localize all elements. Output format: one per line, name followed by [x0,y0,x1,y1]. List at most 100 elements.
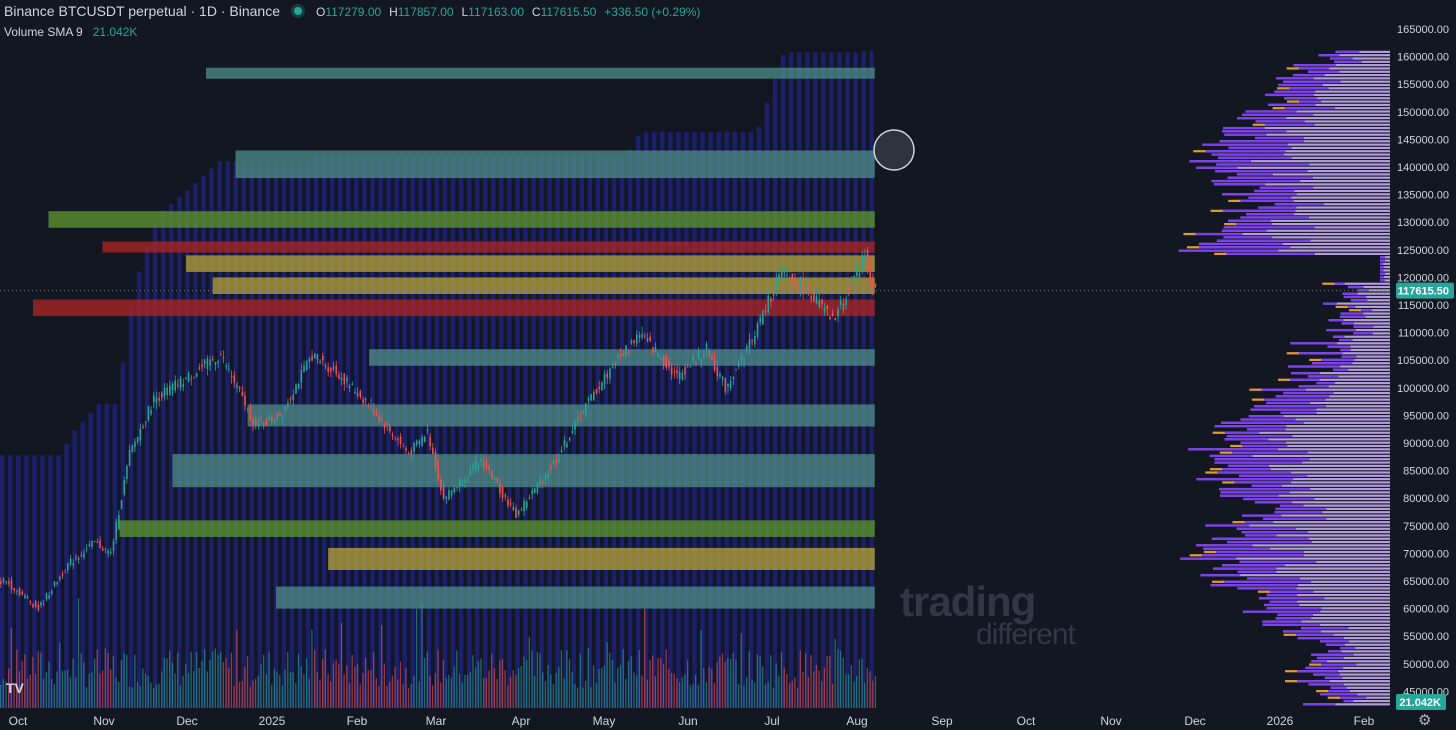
profile-bar-segment [1246,213,1295,216]
price-tick-label: 105000.00 [1397,355,1449,367]
volume-bar [796,687,799,708]
volume-bar [550,674,552,708]
volume-bar [523,656,525,708]
volume-bar [316,671,318,708]
price-tick-label: 120000.00 [1397,272,1449,284]
candle-body [474,460,477,472]
price-tick-label: 55000.00 [1403,631,1449,643]
volume-indicator-legend[interactable]: Volume SMA 9 21.042K [4,25,137,39]
profile-bar-segment [1222,431,1260,434]
heatmap-column [499,156,504,709]
volume-bar [214,648,216,708]
time-tick-label: Oct [9,714,28,728]
profile-bar-segment [1268,103,1316,106]
gear-icon[interactable]: ⚙ [1418,712,1432,729]
candle-body [313,353,316,359]
profile-bar-segment [1288,365,1341,368]
candle-body [32,604,34,608]
volume-bar [88,673,90,708]
candle-body [246,407,249,409]
volume-bar [778,675,780,708]
heatmap-band [32,299,875,317]
profile-bar [1359,309,1390,312]
profile-bar [1224,438,1390,441]
candle-body [853,275,855,281]
candle-body [638,334,641,338]
heatmap-column [627,149,633,708]
heatmap-column [338,156,343,709]
time-tick-label: 2025 [259,714,286,728]
volume-bar [598,669,600,708]
candle-body [426,429,429,431]
volume-bar [34,673,37,708]
symbol-title[interactable]: Binance BTCUSDT perpetual · 1D · Binance [4,3,280,19]
profile-bar-segment [1240,441,1287,444]
volume-bar [174,673,176,708]
profile-bar-segment [1246,428,1286,431]
profile-bar [1236,173,1390,176]
profile-bar [1239,474,1390,477]
candle-body [493,477,496,480]
heatmap-column [370,156,375,709]
time-tick-label: Feb [1354,714,1375,728]
profile-bar-segment [1242,521,1274,524]
volume-bar [813,671,815,708]
candle-body [442,486,445,499]
candle-body [756,323,759,337]
profile-bar-accent [1249,388,1262,391]
candle-body [568,437,571,441]
volume-bar [343,674,345,708]
profile-bar [1340,646,1390,650]
volume-bar [407,687,410,708]
profile-bar-segment [1203,547,1271,550]
candle-body [670,366,673,375]
candle-body [348,385,351,388]
candle-body [254,419,257,426]
candle-body [872,279,874,291]
volume-bar [440,682,442,708]
profile-bar-segment [1335,50,1360,53]
profile-bar-segment [1380,256,1386,259]
volume-bar [641,675,643,708]
candle-body [93,541,96,543]
candle-body [665,355,668,369]
volume-bar [721,653,724,708]
volume-bar [284,669,286,708]
profile-bar [1307,375,1390,378]
profile-bar [1303,703,1390,706]
volume-bar [474,667,477,708]
volume-bar [195,652,198,708]
candle-body [381,417,383,421]
profile-bar [1254,189,1390,193]
heatmap-column [547,156,552,709]
candle-body [542,481,544,483]
volume-bar [587,648,589,708]
candle-body [190,378,193,380]
profile-bar-segment [1311,660,1328,663]
profile-bar-segment [1248,196,1292,199]
profile-bar-segment [1320,640,1349,643]
profile-bar-segment [1301,627,1349,630]
profile-bar-segment [1343,699,1354,703]
heatmap-band [212,277,875,294]
volume-bar [456,650,458,708]
tradingview-logo[interactable]: TV [6,680,24,696]
volume-bar [751,679,753,708]
heatmap-column [805,52,810,708]
profile-bar-segment [1343,295,1367,299]
profile-bar [1291,372,1390,375]
volume-bar [319,679,321,708]
profile-bar [1213,567,1390,570]
profile-bar-segment [1287,87,1329,90]
profile-bar [1255,120,1390,123]
heatmap-column [346,156,351,709]
profile-bar-accent [1212,580,1225,583]
profile-bar [1282,107,1390,110]
watermark: trading different [900,578,1076,652]
candle-body [590,394,592,401]
heatmap-column [201,175,206,708]
profile-bar-accent [1252,123,1265,126]
profile-bar-segment [1237,587,1297,590]
